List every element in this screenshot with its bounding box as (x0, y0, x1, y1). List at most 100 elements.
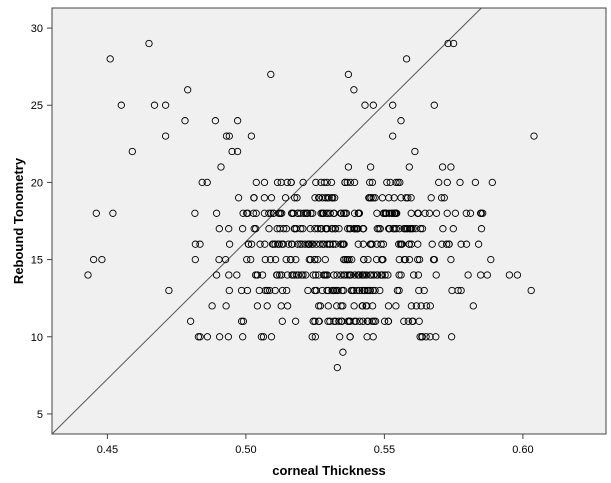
data-point (98, 255, 106, 264)
data-point (273, 271, 281, 279)
data-point (359, 271, 367, 279)
data-point (84, 271, 92, 279)
data-point (350, 286, 358, 295)
data-point (292, 255, 300, 264)
data-point (343, 178, 351, 187)
data-point (271, 286, 279, 295)
data-point (342, 209, 351, 217)
data-point (334, 286, 342, 295)
data-point (407, 194, 415, 202)
data-point (311, 286, 319, 295)
data-point (289, 209, 298, 217)
data-point (366, 163, 375, 171)
data-point (351, 271, 359, 279)
data-point (415, 255, 424, 264)
data-point (324, 286, 332, 295)
data-point (365, 194, 374, 202)
data-point (404, 194, 412, 202)
data-point (250, 225, 258, 233)
data-point (299, 225, 307, 233)
data-point (336, 333, 344, 341)
y-tick-label: 25 (31, 100, 43, 112)
y-axis-title: Rebound Tonometry (11, 157, 26, 284)
data-point (462, 240, 471, 248)
data-point (117, 101, 125, 109)
data-point (211, 117, 220, 125)
data-point (369, 333, 377, 341)
data-point (315, 194, 323, 202)
data-point (429, 255, 438, 264)
data-point (317, 178, 325, 187)
data-point (369, 101, 377, 109)
data-point (288, 240, 296, 248)
data-point (257, 333, 266, 341)
data-point (527, 286, 535, 295)
data-point (462, 209, 470, 217)
data-point (252, 209, 260, 217)
data-point (479, 209, 487, 217)
data-point (488, 178, 496, 187)
y-axis: 5 10 15 20 25 30 (31, 23, 52, 421)
data-point (283, 271, 292, 279)
data-point (438, 240, 446, 248)
data-point (266, 255, 275, 264)
data-point (368, 317, 376, 325)
data-point (394, 178, 402, 187)
data-point (302, 271, 310, 279)
data-point (344, 163, 353, 171)
data-point (422, 333, 430, 341)
data-point (378, 194, 387, 202)
data-point (347, 286, 355, 295)
data-point (315, 317, 323, 325)
data-point (249, 209, 258, 217)
data-point (319, 209, 327, 217)
data-point (395, 240, 403, 248)
data-point (415, 317, 423, 325)
x-tick-label: 0.45 (97, 444, 118, 456)
data-point (368, 178, 377, 187)
data-point (279, 225, 288, 233)
data-point (165, 286, 173, 295)
data-point (395, 271, 403, 279)
data-point (263, 302, 271, 310)
data-point (291, 317, 300, 325)
data-point (273, 178, 282, 187)
data-point (416, 225, 425, 233)
data-point (253, 302, 262, 310)
data-point (355, 286, 364, 295)
data-point (290, 194, 299, 202)
data-point (350, 86, 358, 94)
data-point (341, 271, 349, 279)
data-point (330, 271, 338, 279)
data-point (215, 255, 223, 264)
data-point (247, 255, 255, 264)
data-point (371, 194, 379, 202)
data-point (196, 333, 204, 341)
data-point (368, 302, 377, 310)
data-point (234, 194, 243, 202)
data-point (447, 333, 456, 341)
data-point (250, 194, 258, 202)
data-point (505, 271, 514, 279)
data-point (397, 240, 406, 248)
data-point (298, 240, 306, 248)
data-point (359, 240, 367, 248)
reference-line (51, 7, 482, 435)
data-point (477, 271, 485, 279)
data-point (247, 132, 256, 140)
data-point (454, 286, 462, 295)
data-point (350, 209, 359, 217)
data-point (385, 225, 393, 233)
data-point (404, 317, 412, 325)
data-point (247, 240, 256, 248)
data-point (464, 271, 472, 279)
data-point (405, 163, 413, 171)
data-point (237, 286, 246, 295)
data-point (320, 178, 329, 187)
data-point (430, 101, 438, 109)
data-point (385, 209, 393, 217)
data-point (222, 302, 230, 310)
data-point (184, 86, 192, 94)
data-point (346, 225, 354, 233)
